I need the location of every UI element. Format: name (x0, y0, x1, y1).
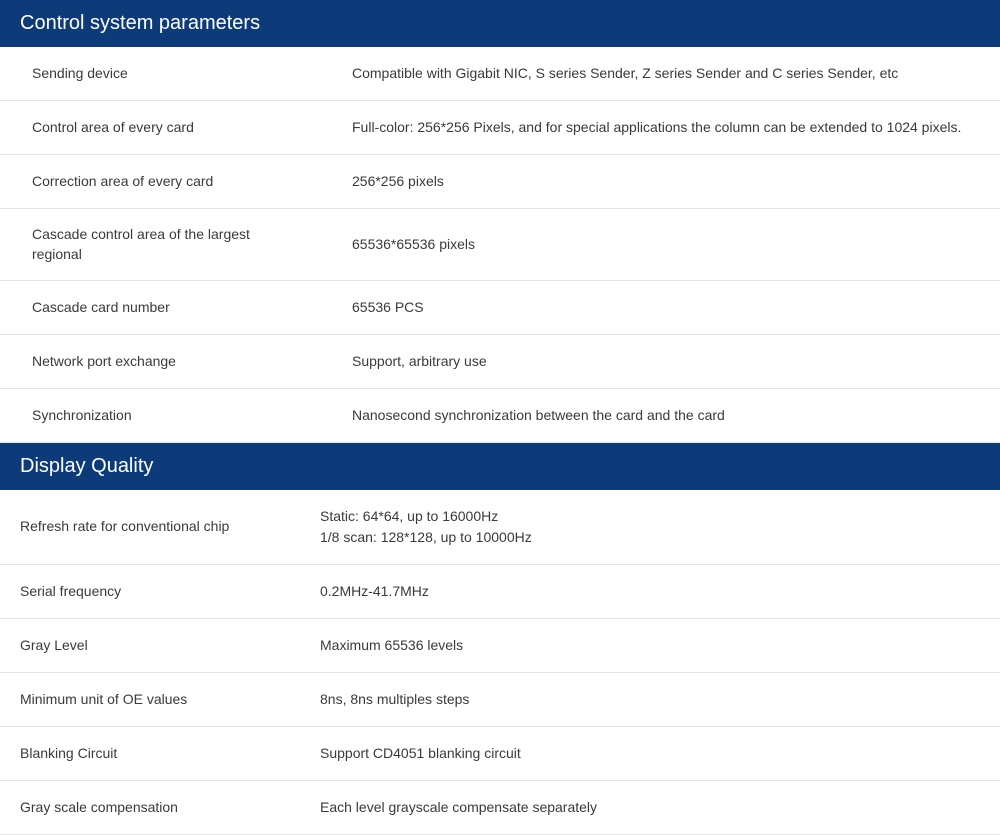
spec-row: Sending device Compatible with Gigabit N… (0, 47, 1000, 101)
spec-label: Correction area of every card (0, 155, 320, 208)
spec-row: Minimum unit of OE values 8ns, 8ns multi… (0, 673, 1000, 727)
spec-label: Network port exchange (0, 335, 320, 388)
spec-label: Refresh rate for conventional chip (0, 490, 320, 564)
spec-label: Serial frequency (0, 565, 320, 618)
spec-value: 65536*65536 pixels (320, 209, 1000, 280)
spec-value: 0.2MHz-41.7MHz (320, 565, 1000, 618)
spec-label: Synchronization (0, 389, 320, 442)
spec-value: Static: 64*64, up to 16000Hz 1/8 scan: 1… (320, 490, 1000, 564)
spec-label: Minimum unit of OE values (0, 673, 320, 726)
spec-label: Control area of every card (0, 101, 320, 154)
spec-row: Control area of every card Full-color: 2… (0, 101, 1000, 155)
spec-row: Serial frequency 0.2MHz-41.7MHz (0, 565, 1000, 619)
section-header-display-quality: Display Quality (0, 443, 1000, 490)
spec-value: Full-color: 256*256 Pixels, and for spec… (320, 101, 1000, 154)
spec-value: Support CD4051 blanking circuit (320, 727, 1000, 780)
spec-row: Blanking Circuit Support CD4051 blanking… (0, 727, 1000, 781)
spec-label: Gray Level (0, 619, 320, 672)
spec-value: 65536 PCS (320, 281, 1000, 334)
spec-row: Cascade card number 65536 PCS (0, 281, 1000, 335)
spec-value: Maximum 65536 levels (320, 619, 1000, 672)
spec-label: Gray scale compensation (0, 781, 320, 834)
spec-value-line: 1/8 scan: 128*128, up to 10000Hz (320, 527, 532, 548)
spec-row: Correction area of every card 256*256 pi… (0, 155, 1000, 209)
spec-row: Gray Level Maximum 65536 levels (0, 619, 1000, 673)
spec-row: Synchronization Nanosecond synchronizati… (0, 389, 1000, 443)
spec-label: Blanking Circuit (0, 727, 320, 780)
spec-value: 8ns, 8ns multiples steps (320, 673, 1000, 726)
spec-row: Gray scale compensation Each level grays… (0, 781, 1000, 835)
section-header-control-system: Control system parameters (0, 0, 1000, 47)
spec-label: Cascade control area of the largest regi… (0, 209, 320, 280)
spec-value: Each level grayscale compensate separate… (320, 781, 1000, 834)
spec-label: Sending device (0, 47, 320, 100)
spec-value: Compatible with Gigabit NIC, S series Se… (320, 47, 1000, 100)
spec-row: Network port exchange Support, arbitrary… (0, 335, 1000, 389)
spec-label: Cascade card number (0, 281, 320, 334)
spec-row: Cascade control area of the largest regi… (0, 209, 1000, 281)
spec-value-line: Static: 64*64, up to 16000Hz (320, 506, 532, 527)
spec-value: 256*256 pixels (320, 155, 1000, 208)
spec-value: Nanosecond synchronization between the c… (320, 389, 1000, 442)
spec-value: Support, arbitrary use (320, 335, 1000, 388)
spec-row: Refresh rate for conventional chip Stati… (0, 490, 1000, 565)
